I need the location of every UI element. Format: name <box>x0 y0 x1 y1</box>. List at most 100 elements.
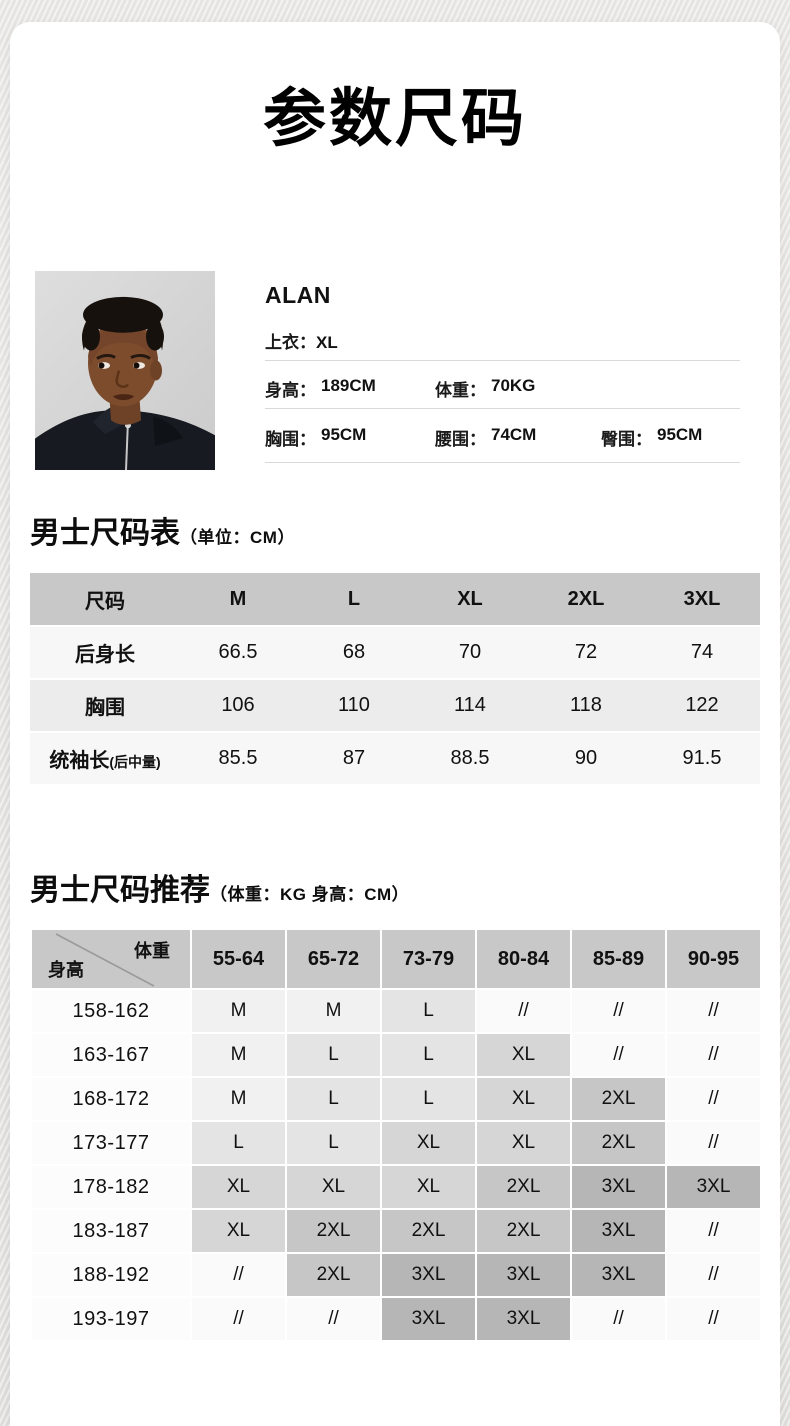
recommend-cell: XL <box>287 1166 380 1208</box>
size-table-cell: 110 <box>296 680 412 731</box>
recommend-cell: 2XL <box>477 1166 570 1208</box>
size-table-col-header: M <box>180 573 296 625</box>
recommend-cell-empty: // <box>572 990 665 1032</box>
size-table-title: 男士尺码表（单位：CM） <box>30 517 295 550</box>
recommend-cell: L <box>192 1122 285 1164</box>
recommend-cell: L <box>287 1034 380 1076</box>
recommend-table-title: 男士尺码推荐（体重：KG 身高：CM） <box>30 874 410 907</box>
corner-weight-label: 体重 <box>134 941 170 961</box>
size-table-col-header: 2XL <box>528 573 644 625</box>
model-measurements-row: 身高： 189CM 体重： 70KG <box>265 376 740 401</box>
size-table-cell: 66.5 <box>180 627 296 678</box>
size-table-cell: 68 <box>296 627 412 678</box>
recommend-cell: 2XL <box>382 1210 475 1252</box>
top-size-value: XL <box>316 333 338 352</box>
height-range-label: 188-192 <box>32 1254 190 1296</box>
size-table-cell: 118 <box>528 680 644 731</box>
recommend-table-unit-note: （体重：KG 身高：CM） <box>210 885 410 904</box>
size-table-col-header: XL <box>412 573 528 625</box>
size-table-header-row: 尺码 M L XL 2XL 3XL <box>30 573 760 625</box>
height-range-label: 183-187 <box>32 1210 190 1252</box>
recommend-cell: 2XL <box>477 1210 570 1252</box>
divider <box>265 462 740 463</box>
measurement-waist: 腰围： 74CM <box>435 425 537 449</box>
size-table-row: 统袖长(后中量) 85.5 87 88.5 90 91.5 <box>30 733 760 784</box>
recommend-cell: XL <box>382 1122 475 1164</box>
recommend-cell: L <box>287 1078 380 1120</box>
recommend-table-row: 158-162 M M L////// <box>32 990 760 1032</box>
content-card: 参数尺码 <box>10 22 780 1426</box>
size-table: 尺码 M L XL 2XL 3XL 后身长 66.5 68 70 72 74 胸围 106 110 114 1… <box>30 571 760 786</box>
recommend-cell: XL <box>192 1166 285 1208</box>
recommend-cell-empty: // <box>192 1254 285 1296</box>
size-table-cell: 87 <box>296 733 412 784</box>
recommend-cell: 2XL <box>287 1210 380 1252</box>
recommend-table-row: 178-182 XL XL XL 2XL 3XL 3XL <box>32 1166 760 1208</box>
height-range-label: 158-162 <box>32 990 190 1032</box>
recommend-cell: 3XL <box>477 1254 570 1296</box>
divider <box>265 408 740 409</box>
recommend-cell: XL <box>477 1078 570 1120</box>
recommend-cell-empty: // <box>572 1298 665 1340</box>
recommend-cell-empty: // <box>667 1254 760 1296</box>
recommend-table-row: 163-167 M L L XL//// <box>32 1034 760 1076</box>
height-range-label: 173-177 <box>32 1122 190 1164</box>
size-table-unit-note: （单位：CM） <box>180 528 295 547</box>
model-measurements-row: 胸围： 95CM 腰围： 74CM 臀围： 95CM <box>265 425 740 450</box>
corner-height-label: 身高 <box>48 960 84 980</box>
size-table-cell: 91.5 <box>644 733 760 784</box>
recommend-cell-empty: // <box>667 1034 760 1076</box>
recommend-table-row: 183-187 XL 2XL 2XL 2XL 3XL// <box>32 1210 760 1252</box>
recommend-cell-empty: // <box>667 1122 760 1164</box>
recommend-table-header-row: 体重 身高 55-64 65-72 73-79 80-84 85-89 90-95 <box>32 930 760 988</box>
height-range-label: 163-167 <box>32 1034 190 1076</box>
weight-range-header: 80-84 <box>477 930 570 988</box>
recommend-cell-empty: // <box>667 1298 760 1340</box>
recommend-cell: XL <box>382 1166 475 1208</box>
measurement-hip: 臀围： 95CM <box>601 425 703 449</box>
top-size-label: 上衣： <box>265 333 316 352</box>
size-table-col-header: 3XL <box>644 573 760 625</box>
recommend-cell: M <box>192 990 285 1032</box>
recommend-cell: 3XL <box>572 1166 665 1208</box>
height-range-label: 178-182 <box>32 1166 190 1208</box>
recommend-cell: M <box>192 1034 285 1076</box>
recommend-cell: M <box>192 1078 285 1120</box>
recommend-cell: 3XL <box>572 1210 665 1252</box>
recommend-cell: 2XL <box>287 1254 380 1296</box>
row-label-note: (后中量) <box>109 754 161 770</box>
height-range-label: 193-197 <box>32 1298 190 1340</box>
height-range-label: 168-172 <box>32 1078 190 1120</box>
size-table-col-header: L <box>296 573 412 625</box>
weight-range-header: 90-95 <box>667 930 760 988</box>
weight-range-header: 73-79 <box>382 930 475 988</box>
diagonal-line <box>55 933 155 987</box>
size-table-corner-header: 尺码 <box>30 573 180 625</box>
recommend-cell-empty: // <box>667 1210 760 1252</box>
model-photo <box>35 271 215 470</box>
recommend-cell: L <box>382 1034 475 1076</box>
size-table-cell: 114 <box>412 680 528 731</box>
recommend-cell: L <box>287 1122 380 1164</box>
recommend-cell: 3XL <box>382 1298 475 1340</box>
corner-header-cell: 体重 身高 <box>32 930 190 988</box>
recommend-table-row: 168-172 M L L XL 2XL// <box>32 1078 760 1120</box>
recommend-cell: 2XL <box>572 1122 665 1164</box>
model-top-size: 上衣：XL <box>265 328 338 353</box>
recommend-table: 体重 身高 55-64 65-72 73-79 80-84 85-89 90-95 158… <box>30 928 762 1342</box>
recommend-cell: 2XL <box>572 1078 665 1120</box>
weight-range-header: 65-72 <box>287 930 380 988</box>
page-title: 参数尺码 <box>263 84 527 154</box>
size-table-cell: 70 <box>412 627 528 678</box>
size-table-row-label: 统袖长(后中量) <box>30 733 180 784</box>
recommend-cell-empty: // <box>667 1078 760 1120</box>
size-table-cell: 106 <box>180 680 296 731</box>
recommend-cell: L <box>382 990 475 1032</box>
size-table-row-label: 后身长 <box>30 627 180 678</box>
recommend-cell: L <box>382 1078 475 1120</box>
model-name: ALAN <box>265 282 331 308</box>
recommend-cell: XL <box>477 1034 570 1076</box>
recommend-cell: XL <box>192 1210 285 1252</box>
recommend-table-row: 173-177 L L XL XL 2XL// <box>32 1122 760 1164</box>
weight-range-header: 85-89 <box>572 930 665 988</box>
